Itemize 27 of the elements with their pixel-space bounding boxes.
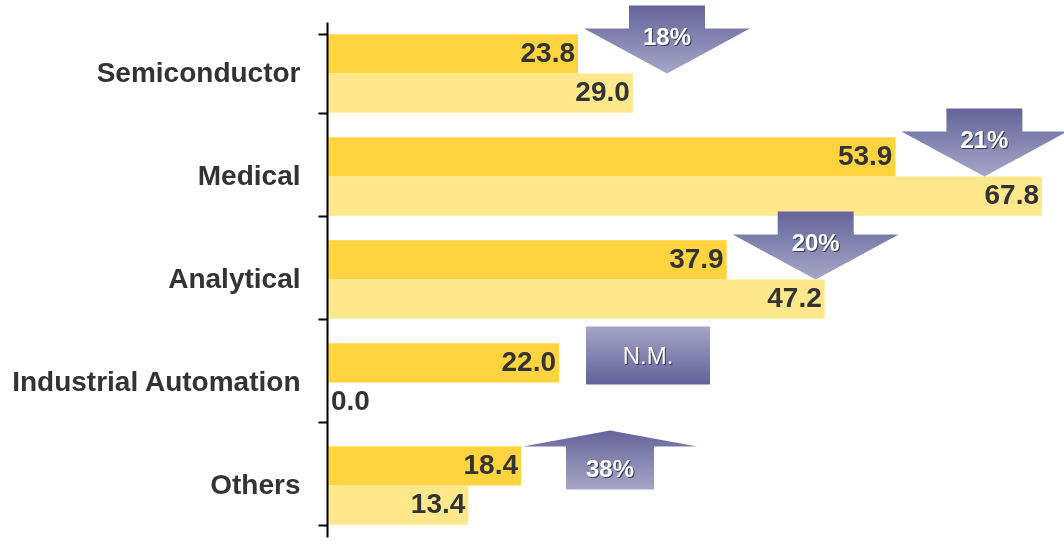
annotation: 21% <box>960 126 1009 153</box>
annotation: 18% <box>642 23 692 50</box>
data-label: 47.2 <box>767 282 822 314</box>
data-label: 0.0 <box>331 385 370 417</box>
y-tick-label: Semiconductor <box>96 57 301 88</box>
y-tick-label: Others <box>210 469 301 500</box>
bar <box>327 34 578 74</box>
annotation: 20% <box>791 229 840 256</box>
data-label: 67.8 <box>984 179 1039 211</box>
data-label: 29.0 <box>575 76 630 108</box>
annotation: N.M. <box>622 342 674 369</box>
y-tick-label: Analytical <box>168 263 301 294</box>
bar <box>327 73 633 113</box>
bar <box>327 279 825 319</box>
y-tick-label: Industrial Automation <box>12 366 301 397</box>
data-label: 23.8 <box>520 36 575 68</box>
data-label: 53.9 <box>837 139 893 171</box>
y-tick-label: Medical <box>197 160 301 191</box>
bar <box>327 137 896 177</box>
annotation: 38% <box>586 455 635 482</box>
data-label: 22.0 <box>501 345 557 377</box>
data-label: 18.4 <box>463 448 519 480</box>
bar <box>327 343 560 383</box>
bar <box>327 176 1042 216</box>
bar <box>327 240 727 280</box>
data-label: 13.4 <box>410 488 466 520</box>
data-label: 37.9 <box>669 242 724 274</box>
